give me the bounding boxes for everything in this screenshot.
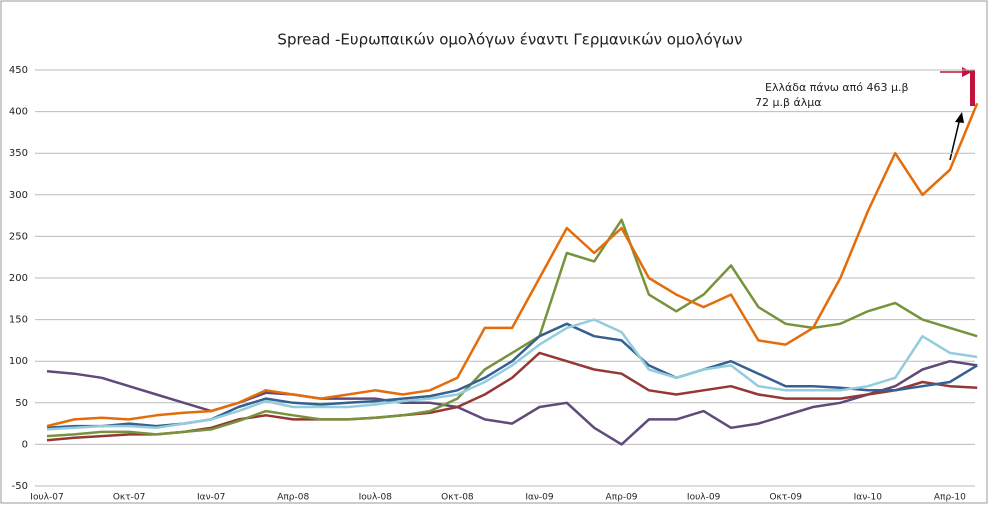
y-tick-label: 350 [9,148,28,159]
x-tick-label: Ιαν-09 [525,493,554,503]
arrow-head [955,112,964,123]
x-tick-label: Ιαν-07 [197,493,225,503]
y-tick-label: 400 [9,107,28,118]
y-tick-label: 0 [22,439,28,450]
x-tick-label: Ιουλ-08 [359,493,393,503]
x-tick-label: Απρ-10 [934,493,966,503]
x-tick-label: Ιουλ-07 [30,493,63,503]
x-tick-label: Απρ-09 [606,493,638,503]
series-line [46,359,978,446]
y-tick-label: 450 [9,65,28,76]
x-tick-label: Ιαν-10 [854,493,883,503]
y-tick-label: 50 [15,398,28,409]
series-line [46,102,979,428]
y-tick-label: 150 [9,315,28,326]
annotation: 72 μ.β άλμα [755,96,822,109]
series-line [46,318,978,431]
y-tick-label: 200 [9,273,28,284]
y-tick-label: 250 [9,231,28,242]
y-tick-label: -50 [12,481,28,492]
x-tick-label: Οκτ-07 [113,493,146,503]
x-tick-label: Οκτ-08 [441,493,474,503]
x-tick-label: Ιουλ-09 [687,493,721,503]
x-tick-label: Οκτ-09 [769,493,802,503]
series-line [46,218,978,438]
annotation: Ελλάδα πάνω από 463 μ.β [765,81,909,94]
red-bar [970,70,975,106]
x-tick-label: Απρ-08 [277,493,309,503]
y-tick-label: 100 [9,356,28,367]
y-tick-label: 300 [9,190,28,201]
chart-title: Spread -Ευρωπαικών ομολόγων έναντι Γερμα… [277,31,742,49]
